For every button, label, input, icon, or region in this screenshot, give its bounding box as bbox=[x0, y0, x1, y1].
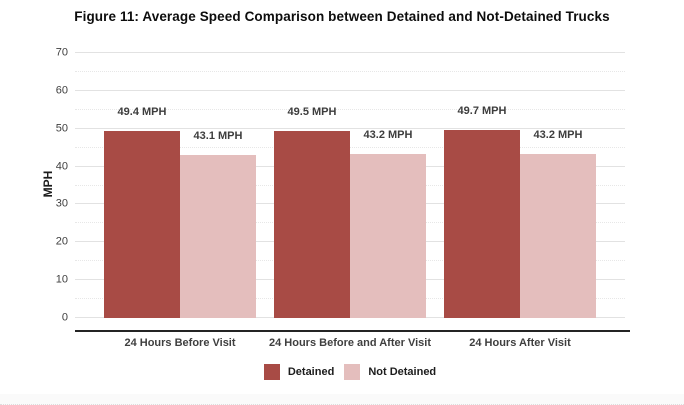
bar-value-label: 43.1 MPH bbox=[193, 129, 243, 142]
y-tick-label: 20 bbox=[55, 235, 68, 248]
gridline-minor bbox=[75, 146, 625, 148]
y-tick-label: 50 bbox=[55, 122, 68, 135]
y-tick-label: 0 bbox=[61, 311, 68, 324]
bar-cell: 43.2 MPH bbox=[350, 53, 426, 318]
bar-not-detained bbox=[350, 154, 426, 318]
gridline-minor bbox=[75, 108, 625, 110]
bar-groups-container: 49.4 MPH 43.1 MPH 49.5 MPH 43.2 MPH 49.7 MPH… bbox=[95, 53, 605, 318]
legend-swatch bbox=[344, 364, 361, 380]
bar-group: 49.5 MPH 43.2 MPH bbox=[265, 53, 435, 318]
bar-cell: 49.7 MPH bbox=[444, 53, 520, 318]
x-axis-category-labels: 24 Hours Before Visit 24 Hours Before and… bbox=[95, 337, 605, 349]
y-axis-tick-labels: 0 10 20 30 40 50 60 70 bbox=[0, 47, 71, 323]
y-tick-label: 40 bbox=[55, 160, 68, 173]
bar-value-label: 49.5 MPH bbox=[287, 105, 337, 118]
legend-swatch bbox=[263, 364, 280, 380]
window-bottom-edge bbox=[0, 394, 684, 405]
y-tick-label: 30 bbox=[55, 197, 68, 210]
chart-title: Figure 11: Average Speed Comparison betw… bbox=[74, 9, 610, 24]
gridline-major bbox=[75, 52, 625, 53]
legend-label: Detained bbox=[287, 366, 335, 378]
x-category-label: 24 Hours Before Visit bbox=[124, 337, 236, 349]
bar-not-detained bbox=[520, 154, 596, 318]
bar-value-label: 49.7 MPH bbox=[457, 104, 507, 117]
bar-cell: 43.2 MPH bbox=[520, 53, 596, 318]
bar-cell: 49.5 MPH bbox=[274, 53, 350, 318]
y-tick-label: 60 bbox=[55, 84, 68, 97]
x-category-label: 24 Hours Before and After Visit bbox=[269, 337, 431, 349]
bar-group: 49.4 MPH 43.1 MPH bbox=[95, 53, 265, 318]
bar-cell: 43.1 MPH bbox=[180, 53, 256, 318]
gridline-major bbox=[75, 89, 625, 91]
x-category-label: 24 Hours After Visit bbox=[469, 337, 571, 349]
bar-value-label: 43.2 MPH bbox=[363, 129, 413, 142]
gridline-minor bbox=[75, 70, 625, 72]
x-axis-line bbox=[75, 330, 630, 332]
gridline-major bbox=[75, 127, 625, 129]
bar-value-label: 49.4 MPH bbox=[117, 106, 167, 118]
bar-detained bbox=[444, 129, 520, 318]
plot-area: 49.4 MPH 43.1 MPH 49.5 MPH 43.2 MPH 49.7 MPH… bbox=[75, 52, 625, 318]
legend-item-not-detained: Not Detained bbox=[344, 364, 436, 380]
legend-label: Not Detained bbox=[368, 366, 437, 378]
bar-cell: 49.4 MPH bbox=[104, 53, 180, 318]
bar-detained bbox=[274, 130, 350, 318]
bar-detained bbox=[104, 131, 180, 318]
bar-not-detained bbox=[180, 154, 256, 318]
legend-item-detained: Detained bbox=[263, 364, 335, 380]
y-tick-label: 70 bbox=[55, 46, 68, 59]
bar-value-label: 43.2 MPH bbox=[533, 129, 583, 142]
bar-group: 49.7 MPH 43.2 MPH bbox=[435, 53, 605, 318]
legend: Detained Not Detained bbox=[75, 364, 625, 380]
y-tick-label: 10 bbox=[55, 273, 68, 286]
